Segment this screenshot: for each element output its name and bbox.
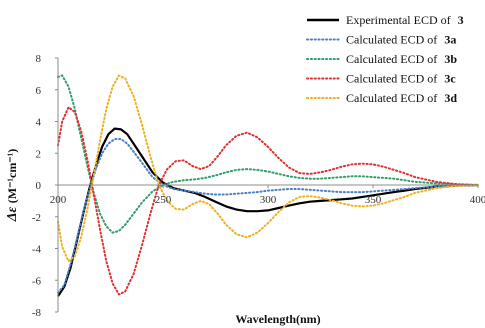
legend-compound: 3c — [444, 72, 456, 86]
legend-label-text: Calculated ECD of — [346, 52, 440, 66]
x-tick-label: 250 — [155, 194, 172, 206]
y-tick-label: -4 — [32, 244, 42, 256]
y-tick-label: -6 — [32, 275, 42, 287]
series-line-3c — [57, 106, 479, 296]
y-tick-label: 6 — [36, 85, 42, 97]
legend-label-3b: Calculated ECD of 3b — [346, 52, 457, 66]
y-tick-label: 0 — [36, 180, 42, 192]
legend-compound: 3d — [444, 91, 457, 105]
legend-label-text: Experimental ECD of — [346, 13, 454, 27]
legend-label-text: Calculated ECD of — [346, 72, 440, 86]
legend-label-text: Calculated ECD of — [346, 91, 440, 105]
legend-label-3: Experimental ECD of 3 — [346, 13, 464, 27]
y-tick-label: -8 — [32, 307, 42, 319]
axes: 8 6 4 2 0 -2 -4 -6 -8 200 250 300 350 400 Wavelength(n… — [5, 53, 485, 326]
y-tick-label: 2 — [36, 148, 42, 160]
x-tick-label: 400 — [470, 194, 485, 206]
series-line-3 — [57, 127, 479, 297]
plot-area — [57, 74, 479, 297]
legend-compound: 3b — [444, 52, 457, 66]
y-tick-label: 4 — [36, 117, 42, 129]
y-axis-title: Δε (M⁻¹cm⁻¹) — [5, 149, 20, 223]
x-tick-label: 200 — [50, 194, 67, 206]
y-tick-label: 8 — [36, 53, 42, 65]
series-line-3d — [57, 74, 479, 263]
x-tick-label: 350 — [365, 194, 382, 206]
series-line-3a — [57, 138, 479, 294]
y-axis-units: (M⁻¹cm⁻¹) — [5, 149, 19, 204]
legend-compound: 3 — [458, 13, 464, 27]
legend-label-3a: Calculated ECD of 3a — [346, 33, 456, 47]
legend-label-3d: Calculated ECD of 3d — [346, 91, 457, 105]
legend-label-text: Calculated ECD of — [346, 33, 440, 47]
y-axis-symbol: Δε — [5, 203, 20, 222]
y-tick-label: -2 — [32, 212, 41, 224]
legend-compound: 3a — [444, 33, 456, 47]
legend-label-3c: Calculated ECD of 3c — [346, 72, 456, 86]
series-line-3b — [57, 74, 479, 234]
x-tick-label: 300 — [260, 194, 277, 206]
x-axis-title: Wavelength(nm) — [235, 312, 320, 326]
